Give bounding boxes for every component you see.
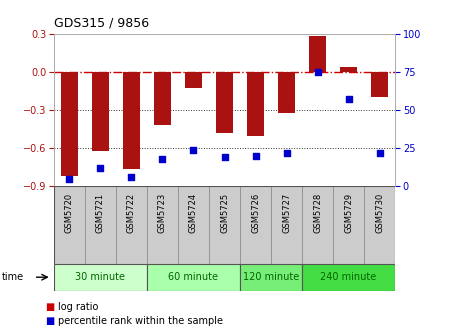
Bar xyxy=(178,186,209,264)
Text: GSM5721: GSM5721 xyxy=(96,193,105,233)
Point xyxy=(128,175,135,180)
Point xyxy=(252,153,259,159)
Bar xyxy=(54,264,147,291)
Bar xyxy=(154,72,171,125)
Text: GDS315 / 9856: GDS315 / 9856 xyxy=(54,17,149,30)
Bar xyxy=(116,186,147,264)
Point xyxy=(190,147,197,153)
Text: GSM5726: GSM5726 xyxy=(251,193,260,233)
Text: 240 minute: 240 minute xyxy=(321,272,377,282)
Bar xyxy=(123,72,140,169)
Point xyxy=(345,97,352,102)
Text: GSM5724: GSM5724 xyxy=(189,193,198,233)
Text: GSM5727: GSM5727 xyxy=(282,193,291,233)
Bar xyxy=(61,72,78,176)
Bar xyxy=(147,186,178,264)
Bar xyxy=(333,186,364,264)
Bar xyxy=(147,264,240,291)
Text: 30 minute: 30 minute xyxy=(75,272,125,282)
Text: 120 minute: 120 minute xyxy=(243,272,299,282)
Bar xyxy=(240,186,271,264)
Point xyxy=(66,176,73,181)
Text: ■: ■ xyxy=(45,316,54,326)
Bar xyxy=(340,67,357,72)
Bar xyxy=(364,186,395,264)
Point xyxy=(376,150,383,156)
Bar xyxy=(216,72,233,133)
Bar xyxy=(185,72,202,88)
Text: GSM5730: GSM5730 xyxy=(375,193,384,233)
Text: GSM5722: GSM5722 xyxy=(127,193,136,233)
Bar xyxy=(92,72,109,151)
Text: percentile rank within the sample: percentile rank within the sample xyxy=(58,316,223,326)
Bar xyxy=(85,186,116,264)
Text: GSM5725: GSM5725 xyxy=(220,193,229,233)
Point xyxy=(283,150,290,156)
Point xyxy=(314,69,321,75)
Bar xyxy=(240,264,302,291)
Bar xyxy=(278,72,295,113)
Bar xyxy=(271,186,302,264)
Bar xyxy=(309,36,326,72)
Text: 60 minute: 60 minute xyxy=(168,272,219,282)
Bar xyxy=(302,186,333,264)
Bar xyxy=(302,264,395,291)
Text: GSM5728: GSM5728 xyxy=(313,193,322,233)
Text: ■: ■ xyxy=(45,302,54,312)
Bar xyxy=(209,186,240,264)
Text: GSM5720: GSM5720 xyxy=(65,193,74,233)
Bar xyxy=(371,72,388,97)
Text: GSM5723: GSM5723 xyxy=(158,193,167,233)
Bar xyxy=(54,186,85,264)
Bar xyxy=(247,72,264,135)
Point xyxy=(159,156,166,162)
Text: log ratio: log ratio xyxy=(58,302,99,312)
Point xyxy=(221,155,228,160)
Text: GSM5729: GSM5729 xyxy=(344,193,353,233)
Point xyxy=(97,165,104,171)
Text: time: time xyxy=(2,272,24,282)
